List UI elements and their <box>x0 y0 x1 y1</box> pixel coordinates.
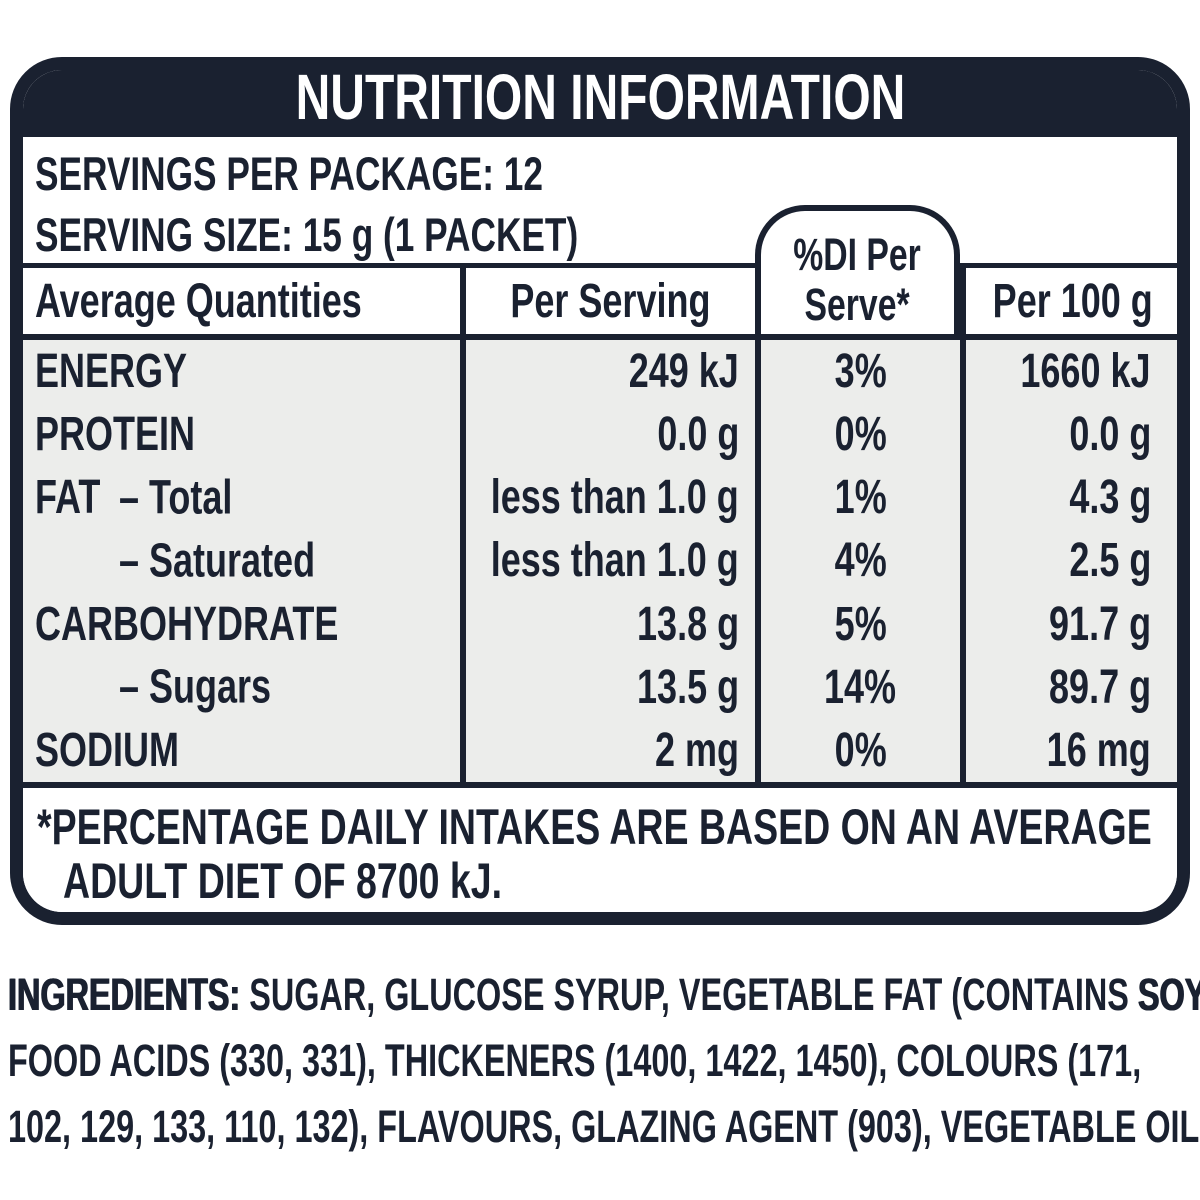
row-energy-per-serving: 249 kJ <box>460 340 755 404</box>
row-fat-saturated-per-100g: 2.5 g <box>960 529 1177 593</box>
row-carbohydrate-label: CARBOHYDRATE <box>35 597 339 651</box>
row-sodium-per-100g: 16 mg <box>960 718 1177 782</box>
column-header-per-100g: Per 100 g <box>960 268 1177 334</box>
row-sodium-di: 0% <box>755 718 960 782</box>
ingredients-label: INGREDIENTS: <box>8 969 241 1020</box>
row-carbohydrate-di: 5% <box>755 592 960 656</box>
di-per-serve-line2: Serve* <box>804 279 911 330</box>
daily-intake-footnote: *PERCENTAGE DAILY INTAKES ARE BASED ON A… <box>23 782 1177 912</box>
row-energy-label: ENERGY <box>35 345 188 399</box>
row-fat-saturated-label: – Saturated <box>119 534 316 588</box>
row-sugars-per-100g: 89.7 g <box>960 655 1177 719</box>
panel-title: NUTRITION INFORMATION <box>295 61 905 133</box>
row-sodium-per-serving: 2 mg <box>460 718 755 782</box>
servings-per-package: SERVINGS PER PACKAGE: 12 <box>35 147 543 200</box>
row-energy-di: 3% <box>755 340 960 404</box>
row-fat-total-label: FAT – Total <box>35 471 233 525</box>
row-carbohydrate-per-100g: 91.7 g <box>960 592 1177 656</box>
row-energy-per-100g: 1660 kJ <box>960 340 1177 404</box>
row-sugars-di: 14% <box>755 655 960 719</box>
row-protein-per-100g: 0.0 g <box>960 403 1177 467</box>
nutrition-panel: NUTRITION INFORMATION SERVINGS PER PACKA… <box>10 57 1190 925</box>
di-per-serve-line1: %DI Per <box>793 229 922 280</box>
row-fat-saturated-per-serving: less than 1.0 g <box>460 529 755 593</box>
ingredients-line3: 102, 129, 133, 110, 132), FLAVOURS, GLAZ… <box>8 1101 1200 1152</box>
column-header-average-quantities: Average Quantities <box>35 274 362 328</box>
serving-size: SERVING SIZE: 15 g (1 PACKET) <box>35 208 579 261</box>
row-fat-total-per-100g: 4.3 g <box>960 466 1177 530</box>
row-protein-label: PROTEIN <box>35 408 196 462</box>
row-fat-total-per-serving: less than 1.0 g <box>460 466 755 530</box>
footnote-line1: *PERCENTAGE DAILY INTAKES ARE BASED ON A… <box>37 799 1152 855</box>
row-sugars-per-serving: 13.5 g <box>460 655 755 719</box>
row-sodium-label: SODIUM <box>35 723 179 777</box>
ingredients-section: INGREDIENTS: SUGAR, GLUCOSE SYRUP, VEGET… <box>8 962 1200 1160</box>
nutrition-table-body: ENERGY 249 kJ 3% 1660 kJ PROTEIN 0.0 g 0… <box>23 340 1177 782</box>
di-per-serve-capsule: %DI Per Serve* <box>755 205 960 334</box>
row-fat-total-di: 1% <box>755 466 960 530</box>
ingredients-line1: INGREDIENTS: SUGAR, GLUCOSE SYRUP, VEGET… <box>8 962 1200 1028</box>
table-header-row: Average Quantities Per Serving Per 100 g <box>23 263 1177 340</box>
row-carbohydrate-per-serving: 13.8 g <box>460 592 755 656</box>
footnote-line2: ADULT DIET OF 8700 kJ. <box>63 853 502 909</box>
ingredients-line2: FOOD ACIDS (330, 331), THICKENERS (1400,… <box>8 1035 1142 1086</box>
column-header-per-serving: Per Serving <box>460 268 755 334</box>
title-band: NUTRITION INFORMATION <box>23 61 1177 137</box>
row-protein-di: 0% <box>755 403 960 467</box>
row-fat-saturated-di: 4% <box>755 529 960 593</box>
serving-info: SERVINGS PER PACKAGE: 12 SERVING SIZE: 1… <box>23 137 1177 263</box>
row-sugars-label: – Sugars <box>119 660 272 714</box>
row-protein-per-serving: 0.0 g <box>460 403 755 467</box>
allergen-soy: SOY <box>1137 969 1200 1020</box>
